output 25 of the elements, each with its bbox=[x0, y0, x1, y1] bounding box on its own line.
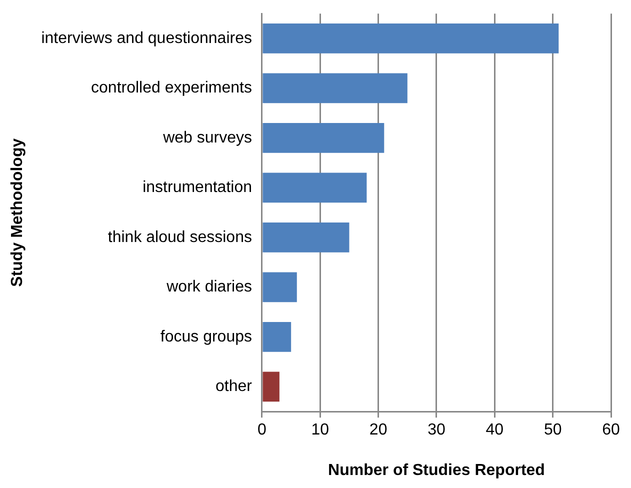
y-tick-label: focus groups bbox=[160, 328, 252, 346]
x-tick-label: 40 bbox=[486, 422, 504, 439]
x-tick-label: 30 bbox=[428, 422, 446, 439]
bar bbox=[262, 24, 559, 54]
bar bbox=[262, 172, 367, 203]
y-tick-label: controlled experiments bbox=[91, 80, 252, 97]
bar bbox=[262, 73, 408, 104]
x-tick-label: 20 bbox=[369, 422, 388, 439]
x-tick-label: 0 bbox=[258, 422, 267, 439]
bar bbox=[262, 222, 350, 252]
y-tick-label: instrumentation bbox=[142, 179, 252, 196]
y-tick-label: other bbox=[216, 378, 253, 396]
bar bbox=[262, 372, 280, 402]
x-tick-label: 60 bbox=[602, 422, 620, 439]
bar bbox=[262, 123, 384, 153]
x-tick-label: 50 bbox=[544, 422, 562, 439]
y-axis-title: Study Methodology bbox=[9, 138, 26, 287]
bar bbox=[262, 272, 297, 302]
y-tick-label: think aloud sessions bbox=[108, 228, 252, 246]
bar bbox=[262, 322, 292, 352]
y-tick-label: work diaries bbox=[166, 278, 252, 296]
x-axis-title: Number of Studies Reported bbox=[328, 462, 545, 479]
x-tick-label: 10 bbox=[311, 422, 330, 439]
y-tick-label: interviews and questionnaires bbox=[41, 30, 252, 47]
y-tick-label: web surveys bbox=[162, 129, 252, 146]
